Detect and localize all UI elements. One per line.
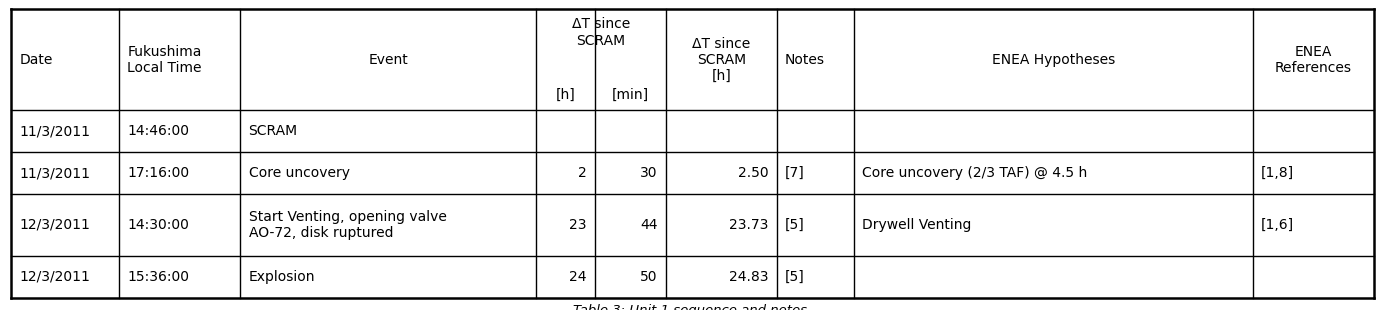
Text: 11/3/2011: 11/3/2011: [19, 166, 90, 180]
Text: ENEA Hypotheses: ENEA Hypotheses: [992, 53, 1115, 67]
Text: 23: 23: [569, 218, 587, 232]
Text: [h]: [h]: [555, 88, 575, 102]
Text: 44: 44: [640, 218, 658, 232]
Text: [1,8]: [1,8]: [1260, 166, 1294, 180]
Text: [min]: [min]: [612, 88, 650, 102]
Text: 24.83: 24.83: [729, 270, 769, 284]
Text: SCRAM: SCRAM: [248, 124, 298, 138]
Text: Event: Event: [368, 53, 407, 67]
Text: 2: 2: [578, 166, 587, 180]
Text: 12/3/2011: 12/3/2011: [19, 270, 90, 284]
Text: Date: Date: [19, 53, 53, 67]
Text: ΔT since
SCRAM
[h]: ΔT since SCRAM [h]: [692, 37, 751, 83]
Text: Table 3: Unit 1 sequence and notes.: Table 3: Unit 1 sequence and notes.: [573, 304, 812, 310]
Text: 14:46:00: 14:46:00: [127, 124, 190, 138]
Text: Core uncovery: Core uncovery: [248, 166, 349, 180]
Text: Fukushima
Local Time: Fukushima Local Time: [127, 45, 202, 75]
Text: 11/3/2011: 11/3/2011: [19, 124, 90, 138]
Text: 15:36:00: 15:36:00: [127, 270, 190, 284]
Text: 14:30:00: 14:30:00: [127, 218, 190, 232]
Text: Notes: Notes: [785, 53, 825, 67]
Text: 30: 30: [640, 166, 658, 180]
Text: [7]: [7]: [785, 166, 805, 180]
Text: 23.73: 23.73: [729, 218, 769, 232]
Text: [5]: [5]: [785, 270, 805, 284]
Text: Explosion: Explosion: [248, 270, 314, 284]
Text: Drywell Venting: Drywell Venting: [861, 218, 971, 232]
Text: Start Venting, opening valve
AO-72, disk ruptured: Start Venting, opening valve AO-72, disk…: [248, 210, 446, 240]
Text: 17:16:00: 17:16:00: [127, 166, 190, 180]
Text: [1,6]: [1,6]: [1260, 218, 1294, 232]
Text: ENEA
References: ENEA References: [1274, 45, 1352, 75]
Text: Core uncovery (2/3 TAF) @ 4.5 h: Core uncovery (2/3 TAF) @ 4.5 h: [861, 166, 1087, 180]
Text: 50: 50: [640, 270, 658, 284]
Text: 2.50: 2.50: [738, 166, 769, 180]
Text: [5]: [5]: [785, 218, 805, 232]
Text: ΔT since
SCRAM: ΔT since SCRAM: [572, 17, 630, 47]
Text: 12/3/2011: 12/3/2011: [19, 218, 90, 232]
Text: 24: 24: [569, 270, 587, 284]
